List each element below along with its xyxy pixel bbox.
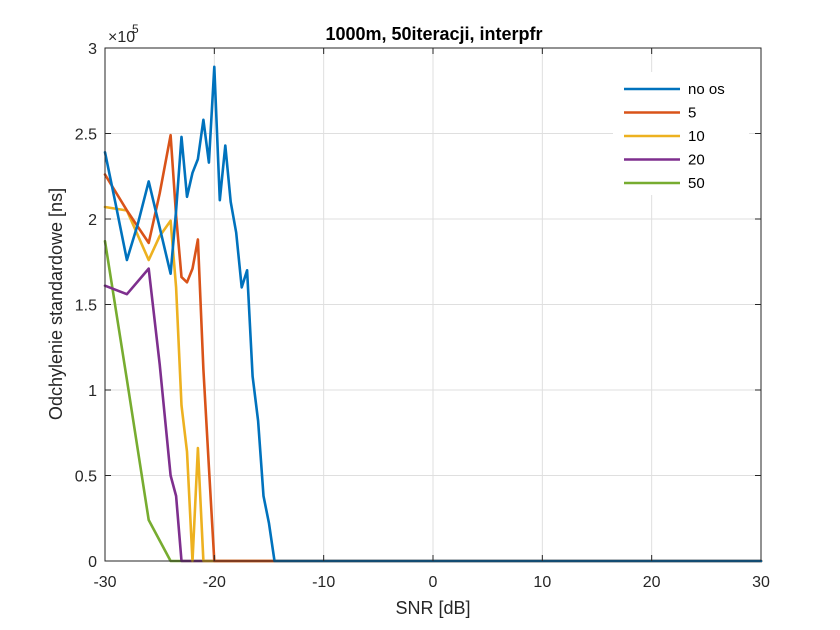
y-tick-label: 2.5: [75, 127, 97, 144]
legend-label-50: 50: [688, 175, 705, 192]
x-tick-label: -10: [312, 574, 335, 591]
y-tick-label: 2: [88, 212, 97, 229]
legend-label-no-os: no os: [688, 81, 725, 98]
y-exponent: ×10 5: [108, 22, 139, 46]
y-exponent-base: ×10: [108, 29, 135, 46]
x-tick-label: 10: [533, 574, 551, 591]
x-tick-label: 30: [752, 574, 770, 591]
y-tick-label: 0: [88, 554, 97, 571]
y-exponent-power: 5: [132, 22, 139, 36]
y-axis-label: Odchylenie standardowe [ns]: [46, 188, 66, 420]
x-tick-label: -20: [203, 574, 226, 591]
y-tick-label: 1: [88, 383, 97, 400]
axis-ticks: -30 -20 -10 0 10 20 30 0 0.5 1 1.5 2 2.5 3: [75, 41, 770, 591]
legend-label-20: 20: [688, 152, 705, 169]
x-tick-label: 0: [429, 574, 438, 591]
y-tick-label: 0.5: [75, 469, 97, 486]
legend-box: [613, 72, 749, 195]
x-tick-label: 20: [643, 574, 661, 591]
legend-label-5: 5: [688, 105, 696, 122]
legend: no os 5 10 20 50: [613, 72, 749, 195]
x-axis-label: SNR [dB]: [395, 598, 470, 618]
legend-items: no os 5 10 20 50: [624, 81, 725, 192]
legend-label-10: 10: [688, 128, 705, 145]
x-tick-label: -30: [93, 574, 116, 591]
y-tick-label: 1.5: [75, 298, 97, 315]
y-tick-label: 3: [88, 41, 97, 58]
chart-title: 1000m, 50iteracji, interpfr: [325, 24, 542, 44]
